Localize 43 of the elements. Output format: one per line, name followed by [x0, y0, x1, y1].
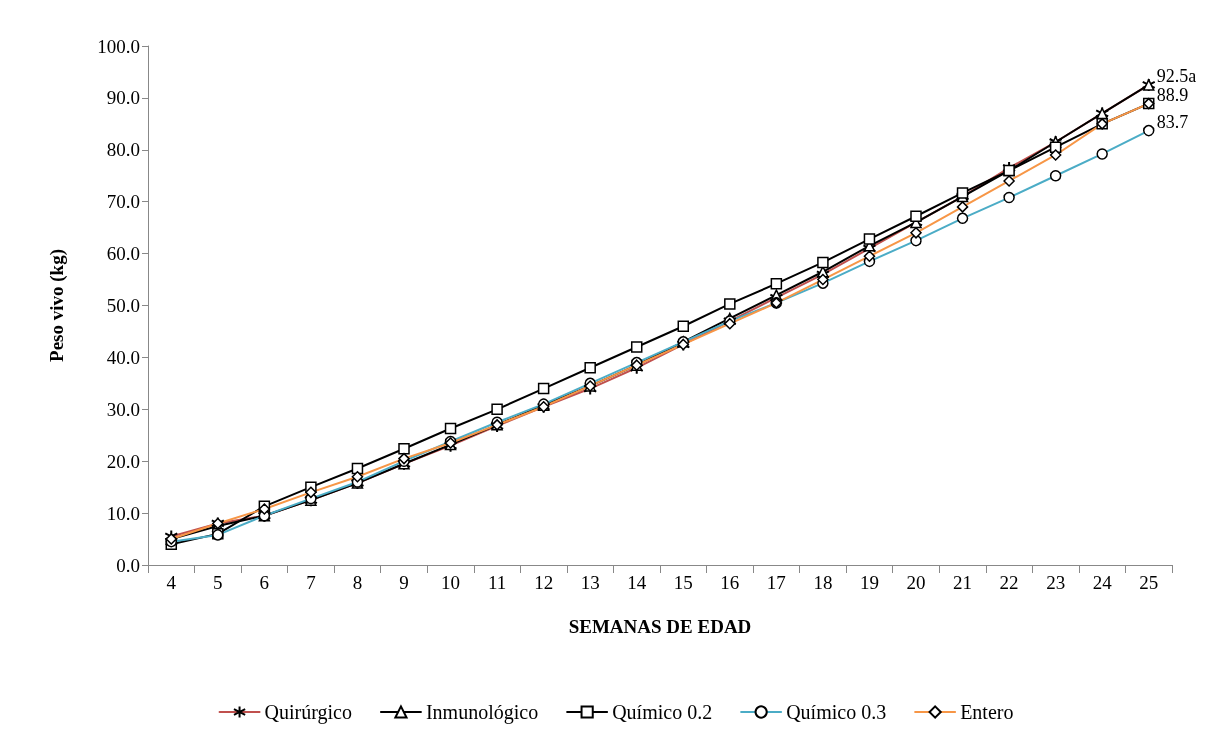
y-tick-label: 50.0 [106, 295, 140, 316]
x-tick-label: 11 [487, 572, 507, 593]
x-axis-title: SEMANAS DE EDAD [568, 616, 752, 637]
x-tick-label: 12 [534, 572, 554, 593]
y-tick-label: 90.0 [106, 87, 140, 109]
legend-label: Entero [960, 701, 1014, 723]
x-tick-label: 19 [859, 572, 879, 593]
x-tick-label: 22 [999, 572, 1019, 593]
y-tick-label: 80.0 [106, 139, 140, 161]
y-tick-label: 40.0 [106, 346, 140, 368]
y-axis-title: Peso vivo (kg) [46, 249, 68, 362]
x-tick-label: 6 [259, 572, 270, 593]
x-tick-label: 7 [306, 572, 316, 593]
x-tick-label: 9 [399, 572, 409, 593]
x-tick-label: 24 [1092, 572, 1113, 593]
x-tick-label: 20 [906, 572, 926, 593]
x-tick-label: 4 [166, 572, 177, 593]
y-tick-label: 60.0 [106, 243, 140, 265]
annotation: 92.5a [1156, 65, 1197, 86]
x-tick-label: 10 [441, 572, 461, 593]
x-tick-label: 16 [720, 572, 740, 593]
legend-label: Inmunológico [425, 701, 539, 724]
x-tick-label: 21 [953, 572, 973, 593]
annotation: 88.9 [1156, 84, 1189, 105]
x-tick-label: 8 [352, 572, 363, 593]
y-tick-label: 20.0 [106, 450, 140, 472]
x-tick-label: 14 [627, 572, 647, 593]
legend-label: Quirúrgico [264, 701, 352, 724]
legend-label: Químico 0.2 [612, 701, 713, 723]
x-tick-label: 5 [213, 572, 223, 593]
x-tick-label: 13 [580, 572, 600, 593]
y-tick-label: 30.0 [106, 398, 140, 420]
y-tick-label: 0.0 [116, 554, 140, 576]
x-tick-label: 18 [813, 572, 833, 593]
legend-label: Químico 0.3 [786, 701, 887, 723]
x-tick-label: 25 [1139, 572, 1159, 593]
annotation: 83.7 [1156, 111, 1189, 132]
x-tick-label: 17 [766, 572, 786, 593]
y-tick-label: 10.0 [106, 502, 140, 524]
x-tick-label: 15 [673, 572, 693, 593]
y-tick-label: 70.0 [106, 191, 140, 213]
y-tick-label: 100.0 [97, 35, 140, 57]
x-tick-label: 23 [1046, 572, 1066, 593]
